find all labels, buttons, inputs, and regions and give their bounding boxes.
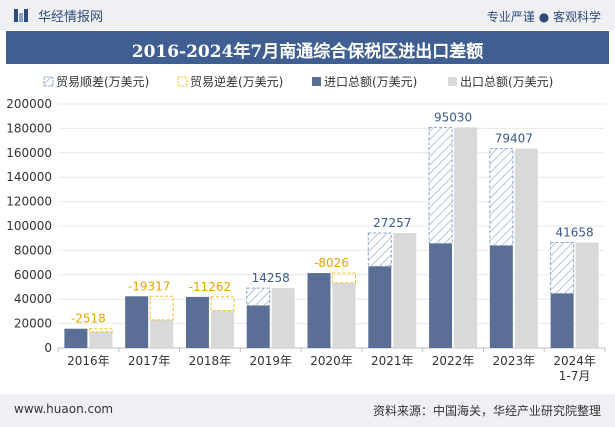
balance-label: 95030	[434, 110, 472, 124]
y-tick-label: 60000	[14, 268, 52, 282]
legend-swatch-1	[177, 76, 188, 87]
x-tick-label: 2018年	[189, 354, 232, 368]
y-tick-label: 80000	[14, 243, 52, 257]
title-bar: 2016-2024年7月南通综合保税区进出口差额	[6, 31, 609, 64]
legend-swatch-3	[448, 77, 457, 86]
balance-label: 14258	[252, 271, 290, 285]
data-source: 资料来源：中国海关，华经产业研究院整理	[372, 404, 601, 418]
brand-name: 华经情报网	[38, 10, 104, 25]
y-tick-label: 0	[44, 341, 52, 355]
import-bar	[550, 293, 574, 348]
export-bar	[575, 242, 599, 348]
legend-label-3: 出口总额(万美元)	[460, 75, 553, 89]
legend-label-1: 贸易逆差(万美元)	[190, 74, 283, 89]
import-bar	[489, 245, 513, 348]
y-tick-label: 100000	[6, 219, 52, 233]
x-tick-label: 2016年	[67, 354, 110, 368]
balance-label: -2518	[71, 312, 106, 326]
y-tick-label: 20000	[14, 317, 52, 331]
surplus-bar	[246, 287, 271, 307]
export-bar	[454, 127, 478, 348]
export-bar	[393, 233, 417, 348]
y-tick-label: 200000	[6, 97, 52, 111]
x-tick-label: 2019年	[249, 354, 292, 368]
export-bar	[514, 148, 538, 348]
import-bar	[246, 305, 270, 348]
y-tick-label: 40000	[14, 292, 52, 306]
x-tick-label: 2020年	[310, 354, 353, 368]
gridlines	[58, 103, 605, 349]
chart-title: 2016-2024年7月南通综合保税区进出口差额	[131, 42, 484, 62]
deficit-bar	[332, 272, 356, 284]
export-bar	[332, 282, 356, 348]
x-tick-label: 2021年	[371, 354, 414, 368]
chart-area: 贸易顺差(万美元) 贸易逆差(万美元) 进口总额(万美元) 出口总额(万美元) 0 20…	[6, 74, 606, 383]
surplus-bar	[428, 126, 453, 244]
balance-label: 27257	[373, 216, 411, 230]
y-tick-label: 160000	[6, 146, 52, 160]
balance-label: -11262	[189, 280, 232, 294]
logo-icon	[14, 9, 28, 22]
x-tick-label: 2023年	[493, 354, 536, 368]
deficit-bar	[149, 295, 174, 321]
site-url[interactable]: www.huaon.com	[14, 402, 114, 416]
y-tick-label: 120000	[6, 195, 52, 209]
import-bar	[307, 273, 331, 348]
export-bar	[210, 310, 234, 348]
x-tick-label: 2022年	[432, 354, 475, 368]
x-tick-label: 1-7月	[559, 369, 591, 383]
surplus-bar	[489, 148, 514, 247]
x-tick-label: 2017年	[128, 354, 171, 368]
footer: www.huaon.com 资料来源：中国海关，华经产业研究院整理	[0, 394, 615, 427]
y-axis: 0 20000 40000 60000 80000 100000 120000 140000 1…	[6, 97, 52, 355]
balance-label: -19317	[128, 279, 171, 293]
balance-label: 79407	[495, 132, 533, 146]
x-tick-label: 2024年	[553, 354, 596, 368]
y-tick-label: 140000	[6, 170, 52, 184]
legend-label-2: 进口总额(万美元)	[324, 75, 417, 89]
surplus-bar	[367, 232, 392, 267]
y-tick-label: 180000	[6, 121, 52, 135]
legend: 贸易顺差(万美元) 贸易逆差(万美元) 进口总额(万美元) 出口总额(万美元)	[43, 74, 553, 89]
legend-swatch-2	[312, 77, 321, 86]
import-bar	[125, 296, 149, 348]
deficit-bar	[210, 296, 235, 312]
import-bar	[368, 266, 392, 348]
legend-label-0: 贸易顺差(万美元)	[56, 75, 149, 89]
export-bar	[150, 319, 174, 348]
balance-label: 41658	[556, 226, 594, 240]
import-bar	[185, 296, 209, 348]
export-bar	[271, 288, 295, 348]
deficit-bar	[88, 328, 113, 333]
export-bar	[89, 331, 113, 348]
data-labels: -2518 -19317 -11262 14258 -8026 27257 95030 794…	[71, 110, 594, 325]
top-bar: 华经情报网 专业严谨 ● 客观科学	[0, 0, 615, 30]
balance-label: -8026	[314, 256, 349, 270]
surplus-bar	[550, 242, 575, 294]
slogan: 专业严谨 ● 客观科学	[486, 10, 601, 24]
import-bar	[64, 328, 88, 348]
import-bar	[429, 243, 453, 348]
legend-swatch-0	[43, 76, 54, 87]
bars	[64, 126, 599, 348]
x-axis: 2016年 2017年 2018年 2019年 2020年 2021年 2022年 2023年…	[57, 348, 606, 383]
